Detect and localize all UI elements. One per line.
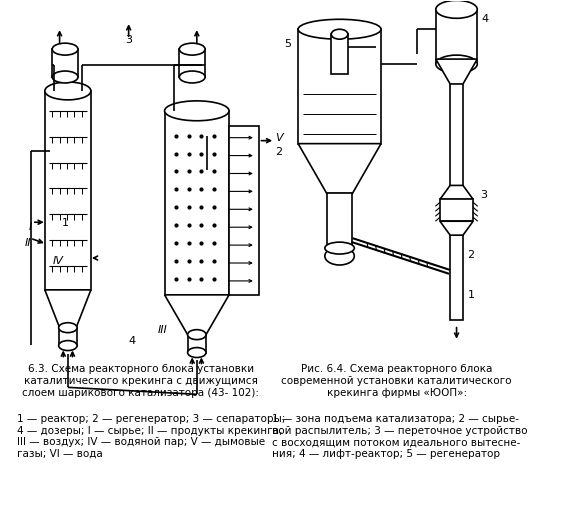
Bar bbox=[45, 91, 91, 290]
Polygon shape bbox=[440, 186, 473, 199]
Text: V: V bbox=[275, 132, 283, 143]
Text: 1 — реактор; 2 — регенератор; 3 — сепараторы;
4 — дозеры; I — сырье; II — продук: 1 — реактор; 2 — регенератор; 3 — сепара… bbox=[17, 414, 286, 459]
Polygon shape bbox=[164, 295, 229, 334]
Bar bbox=[179, 49, 205, 77]
Ellipse shape bbox=[59, 323, 77, 333]
Text: IV: IV bbox=[52, 256, 63, 266]
Bar bbox=[59, 328, 77, 346]
Ellipse shape bbox=[298, 19, 381, 39]
Text: 4: 4 bbox=[482, 14, 489, 24]
Ellipse shape bbox=[325, 247, 355, 265]
Ellipse shape bbox=[179, 71, 205, 83]
Ellipse shape bbox=[179, 43, 205, 55]
Ellipse shape bbox=[331, 29, 348, 39]
Bar bbox=[229, 126, 259, 295]
Polygon shape bbox=[440, 221, 473, 235]
Ellipse shape bbox=[164, 101, 229, 121]
Polygon shape bbox=[298, 144, 381, 193]
Ellipse shape bbox=[436, 55, 477, 73]
Ellipse shape bbox=[52, 71, 78, 83]
Bar bbox=[188, 334, 206, 352]
Text: III: III bbox=[157, 325, 167, 334]
Text: 6.3. Схема реакторного блока установки
каталитического крекинга с движущимся
сло: 6.3. Схема реакторного блока установки к… bbox=[22, 365, 259, 398]
Text: 3: 3 bbox=[125, 35, 132, 45]
Text: 1 — зона подъема катализатора; 2 — сырье-
вой распылитель; 3 — переточное устрой: 1 — зона подъема катализатора; 2 — сырье… bbox=[272, 414, 528, 459]
Ellipse shape bbox=[45, 82, 91, 100]
Polygon shape bbox=[45, 290, 91, 328]
Text: II: II bbox=[25, 238, 31, 248]
Bar bbox=[450, 74, 463, 320]
Bar bbox=[52, 49, 78, 77]
Text: 2: 2 bbox=[468, 250, 475, 260]
Ellipse shape bbox=[436, 1, 477, 19]
Text: I: I bbox=[28, 222, 31, 232]
Text: 3: 3 bbox=[481, 190, 488, 200]
Text: 4: 4 bbox=[128, 335, 136, 346]
Ellipse shape bbox=[59, 341, 77, 350]
Ellipse shape bbox=[188, 348, 206, 358]
Text: 1: 1 bbox=[468, 290, 475, 300]
Polygon shape bbox=[436, 59, 477, 84]
Ellipse shape bbox=[188, 330, 206, 340]
Ellipse shape bbox=[325, 242, 355, 254]
Bar bbox=[331, 34, 348, 74]
Bar bbox=[327, 193, 352, 248]
Text: 2: 2 bbox=[275, 147, 282, 157]
Bar bbox=[298, 29, 381, 144]
Text: Рис. 6.4. Схема реакторного блока
современной установки каталитического
крекинга: Рис. 6.4. Схема реакторного блока соврем… bbox=[282, 365, 512, 398]
Text: 5: 5 bbox=[284, 39, 291, 49]
Bar bbox=[440, 199, 473, 221]
Text: 1: 1 bbox=[62, 218, 69, 228]
Ellipse shape bbox=[52, 43, 78, 55]
Bar bbox=[164, 111, 229, 295]
Bar bbox=[436, 10, 477, 64]
